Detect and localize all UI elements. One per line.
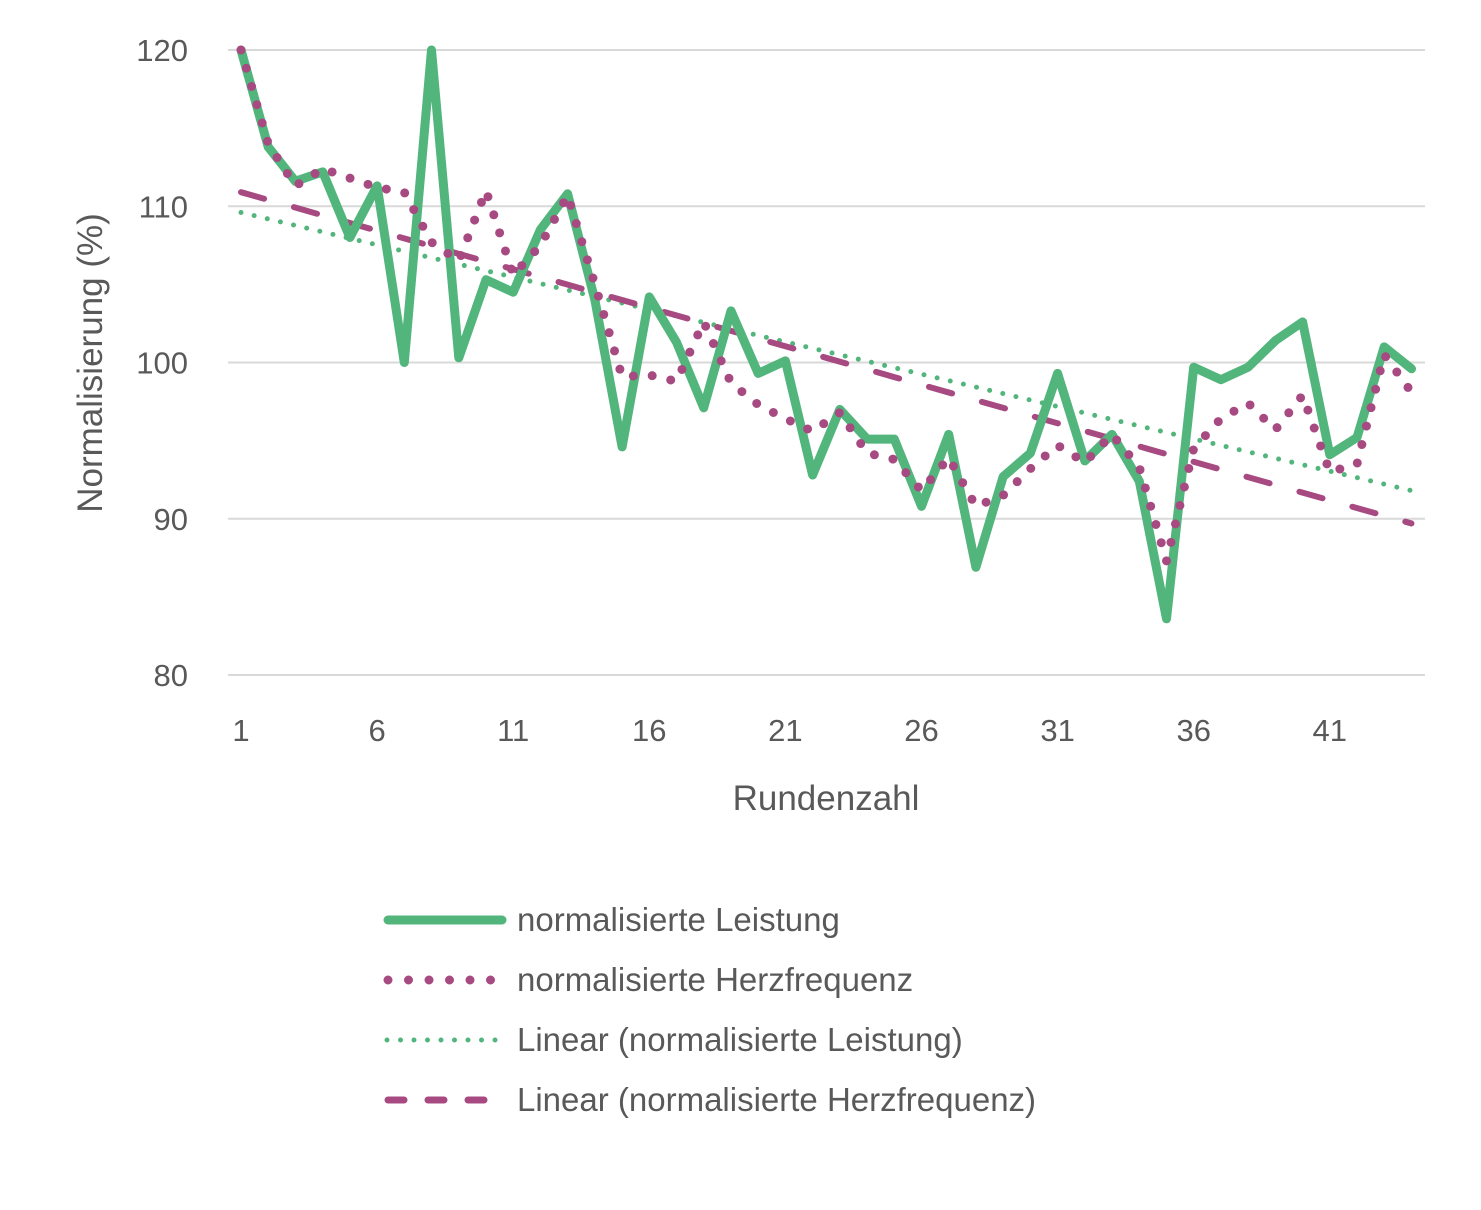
x-tick-label: 11 (497, 713, 529, 748)
legend-item-leistung: normalisierte Leistung (383, 890, 1036, 950)
x-tick-label: 26 (904, 713, 938, 748)
y-axis-ticks: 80 90 100 110 120 (136, 33, 188, 693)
x-axis-ticks: 1 6 11 16 21 26 31 36 41 (232, 713, 1347, 748)
y-tick-label: 80 (154, 658, 188, 693)
legend-item-linear-leistung: Linear (normalisierte Leistung) (383, 1010, 1036, 1070)
y-tick-label: 100 (136, 346, 188, 381)
x-tick-label: 36 (1176, 713, 1210, 748)
legend-label: Linear (normalisierte Leistung) (517, 1021, 963, 1058)
trendline (238, 189, 1415, 527)
y-tick-label: 110 (139, 189, 188, 224)
series-leistung-line (236, 45, 1416, 624)
series-herzfrequenz-line (236, 45, 1416, 566)
x-tick-label: 1 (232, 713, 249, 748)
legend: normalisierte Leistung normalisierte Her… (383, 890, 1036, 1130)
legend-item-herzfrequenz: normalisierte Herzfrequenz (383, 950, 1036, 1010)
trendline (238, 210, 1414, 494)
data-series (236, 45, 1416, 624)
x-tick-label: 41 (1313, 713, 1347, 748)
trendlines (238, 189, 1415, 527)
y-axis-title: Normalisierung (%) (71, 213, 110, 513)
y-tick-label: 120 (136, 33, 188, 68)
solid-line-swatch-icon (383, 915, 507, 925)
x-axis-title: Rundenzahl (733, 779, 920, 818)
dashed-line-swatch-icon (384, 1096, 506, 1104)
legend-label: Linear (normalisierte Herzfrequenz) (517, 1081, 1037, 1118)
x-tick-label: 6 (368, 713, 385, 748)
legend-label: normalisierte Leistung (517, 901, 840, 938)
legend-item-linear-herzfrequenz: Linear (normalisierte Herzfrequenz) (383, 1070, 1036, 1130)
legend-label: normalisierte Herzfrequenz (517, 961, 914, 998)
x-tick-label: 31 (1040, 713, 1074, 748)
x-tick-label: 21 (768, 713, 802, 748)
round-dot-line-swatch-icon (383, 975, 507, 985)
x-tick-label: 16 (632, 713, 666, 748)
dotted-line-swatch-icon (384, 1037, 506, 1043)
y-tick-label: 90 (154, 502, 188, 537)
